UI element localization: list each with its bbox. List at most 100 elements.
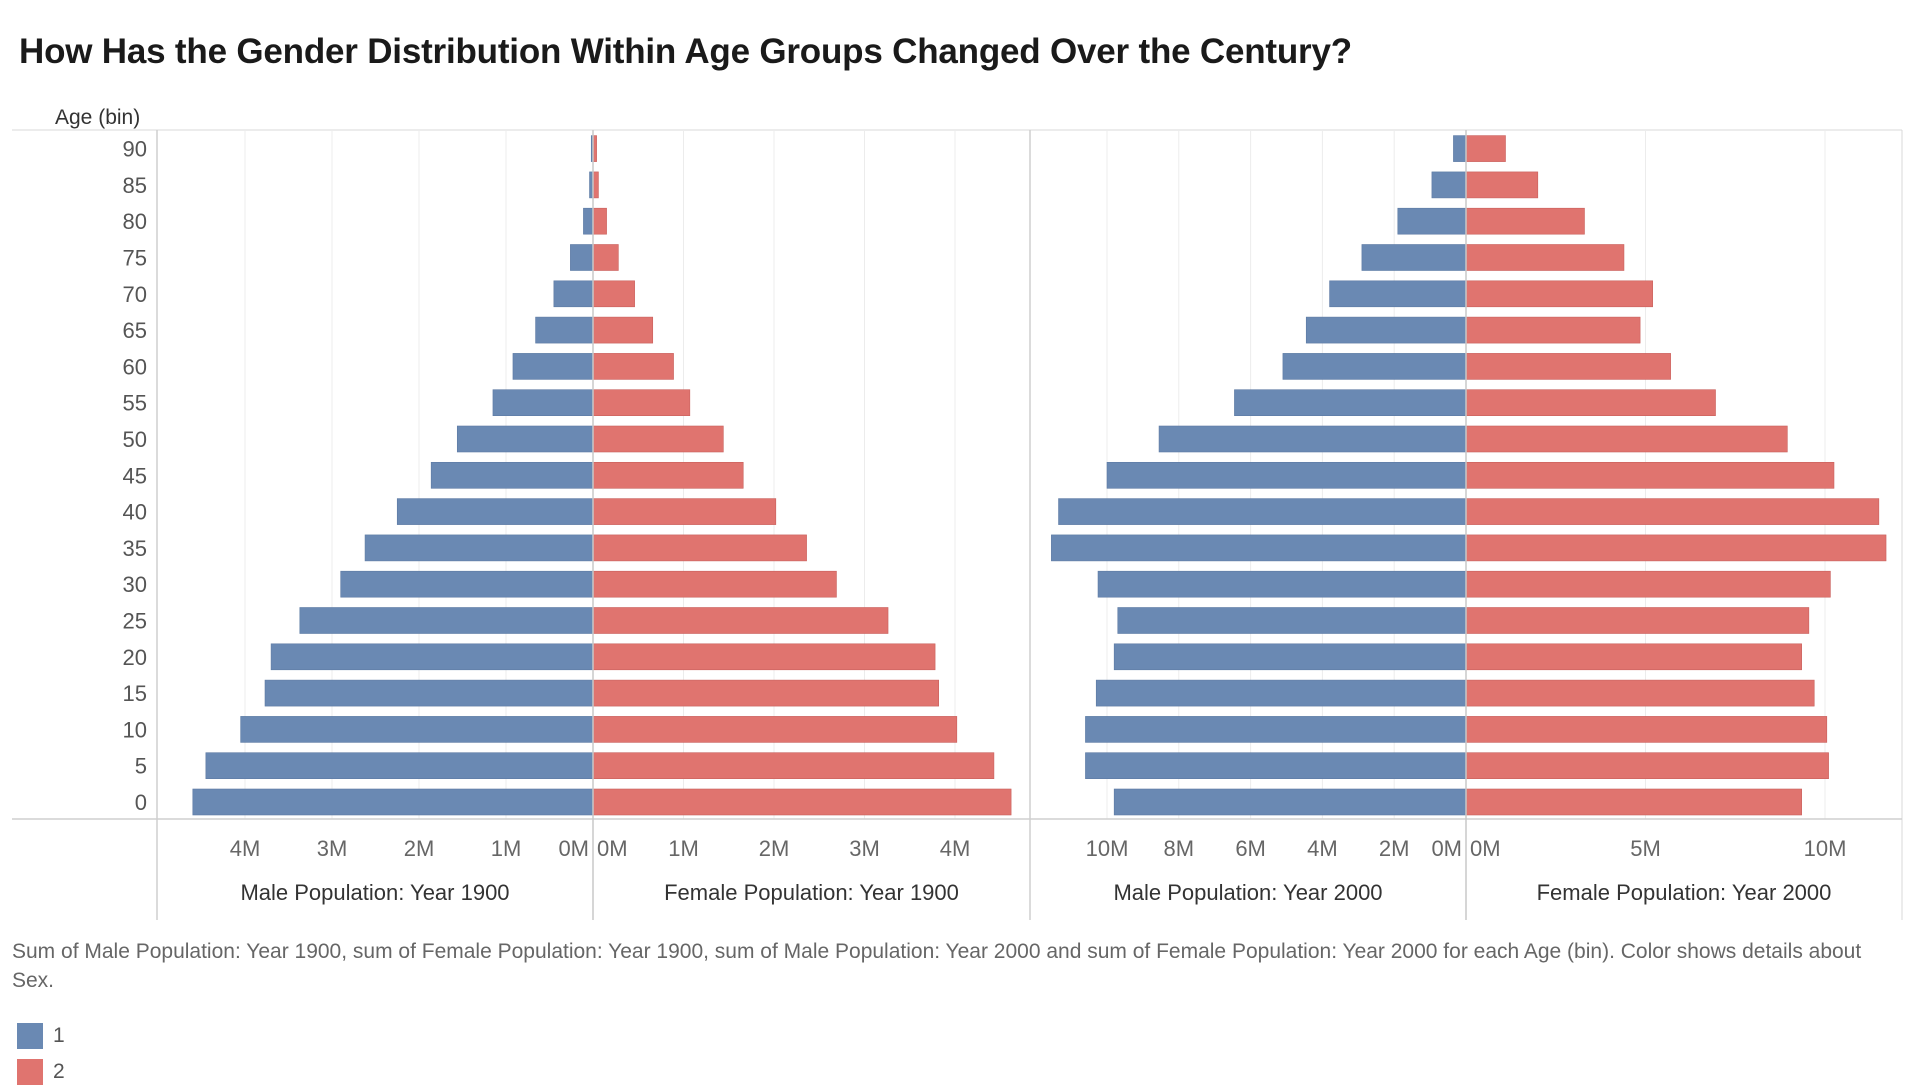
bar <box>240 716 594 743</box>
x-tick-label: 6M <box>1235 836 1266 861</box>
bar <box>1158 425 1467 453</box>
bar <box>592 570 837 598</box>
y-tick-label: 35 <box>123 536 147 561</box>
bar <box>592 679 940 707</box>
y-tick-label: 80 <box>123 209 147 234</box>
y-tick-label: 10 <box>123 717 147 742</box>
y-tick-label: 50 <box>123 427 147 452</box>
y-tick-label: 65 <box>123 318 147 343</box>
x-tick-label: 1M <box>668 836 699 861</box>
x-tick-label: 4M <box>1307 836 1338 861</box>
x-tick-label: 0M <box>558 836 589 861</box>
bar <box>456 425 594 453</box>
bar <box>1397 207 1467 235</box>
x-tick-label: 2M <box>404 836 435 861</box>
bar <box>592 716 958 743</box>
bar <box>1465 207 1585 235</box>
color-legend: 1 2 <box>17 1018 65 1090</box>
bar <box>1305 316 1467 344</box>
bar <box>535 316 594 344</box>
bar <box>1465 607 1810 634</box>
x-tick-label: 10M <box>1804 836 1847 861</box>
y-tick-label: 70 <box>123 282 147 307</box>
bar <box>592 316 654 344</box>
bar <box>1431 171 1467 199</box>
panel-axis-title: Male Population: Year 1900 <box>240 880 509 905</box>
x-tick-label: 0M <box>597 836 628 861</box>
bar <box>1465 534 1887 562</box>
bar <box>592 171 599 199</box>
bar <box>192 788 594 816</box>
bar <box>592 461 744 489</box>
population-pyramid-chart: Age (bin) 4M 3M 2M 1M 0M Male Population: Year… <box>12 106 1903 920</box>
bar <box>1465 498 1880 525</box>
bar <box>1465 316 1641 344</box>
chart-caption: Sum of Male Population: Year 1900, sum o… <box>12 940 1862 992</box>
bar <box>592 788 1012 816</box>
bar <box>205 752 594 780</box>
bar <box>1329 280 1467 308</box>
bar <box>1453 135 1467 162</box>
x-tick-label: 4M <box>230 836 261 861</box>
bar <box>592 752 995 780</box>
bar <box>592 244 619 271</box>
bar <box>1234 389 1467 417</box>
x-tick-label: 3M <box>849 836 880 861</box>
bar <box>1106 461 1467 489</box>
panel-axis-title: Female Population: Year 1900 <box>664 880 959 905</box>
y-tick-label: 85 <box>123 173 147 198</box>
bar <box>1465 171 1539 199</box>
bar <box>1465 353 1671 380</box>
legend-item-1[interactable]: 1 <box>17 1018 65 1054</box>
bar <box>570 244 594 271</box>
bar <box>430 461 594 489</box>
y-tick-label: 55 <box>123 391 147 416</box>
x-tick-label: 3M <box>317 836 348 861</box>
bar <box>1465 389 1716 417</box>
bar <box>592 353 674 380</box>
y-tick-label: 15 <box>123 681 147 706</box>
bar <box>1465 643 1802 671</box>
bar <box>592 607 889 634</box>
bar <box>1361 244 1467 271</box>
bar <box>1465 679 1815 707</box>
bar <box>1465 570 1831 598</box>
x-tick-label: 0M <box>1470 836 1501 861</box>
bar <box>1465 716 1828 743</box>
bar <box>1465 280 1653 308</box>
legend-label-2: 2 <box>53 1060 65 1083</box>
bar <box>1113 788 1467 816</box>
y-tick-label: 0 <box>135 790 147 815</box>
bar <box>270 643 594 671</box>
bar <box>1085 716 1467 743</box>
bar <box>364 534 594 562</box>
bar <box>592 280 635 308</box>
bar <box>512 353 594 380</box>
bar <box>1095 679 1467 707</box>
bar <box>592 643 936 671</box>
panel-axis-title: Female Population: Year 2000 <box>1537 880 1832 905</box>
bar <box>299 607 594 634</box>
bar <box>1465 244 1625 271</box>
bar <box>1465 135 1506 162</box>
bar <box>340 570 594 598</box>
bar <box>553 280 594 308</box>
y-tick-label: 60 <box>123 354 147 379</box>
x-tick-label: 0M <box>1431 836 1462 861</box>
chart-title: How Has the Gender Distribution Within A… <box>19 32 1352 71</box>
y-tick-label: 5 <box>135 754 147 779</box>
x-tick-label: 4M <box>940 836 971 861</box>
bar <box>592 425 724 453</box>
y-tick-label: 20 <box>123 645 147 670</box>
bar <box>592 207 607 235</box>
panel-axis-title: Male Population: Year 2000 <box>1113 880 1382 905</box>
legend-item-2[interactable]: 2 <box>17 1054 65 1090</box>
bar <box>583 207 594 235</box>
x-tick-label: 10M <box>1086 836 1129 861</box>
legend-label-1: 1 <box>53 1024 65 1047</box>
x-tick-label: 1M <box>491 836 522 861</box>
bar <box>492 389 594 417</box>
x-tick-label: 5M <box>1630 836 1661 861</box>
bar <box>1465 752 1829 780</box>
x-tick-label: 8M <box>1164 836 1195 861</box>
